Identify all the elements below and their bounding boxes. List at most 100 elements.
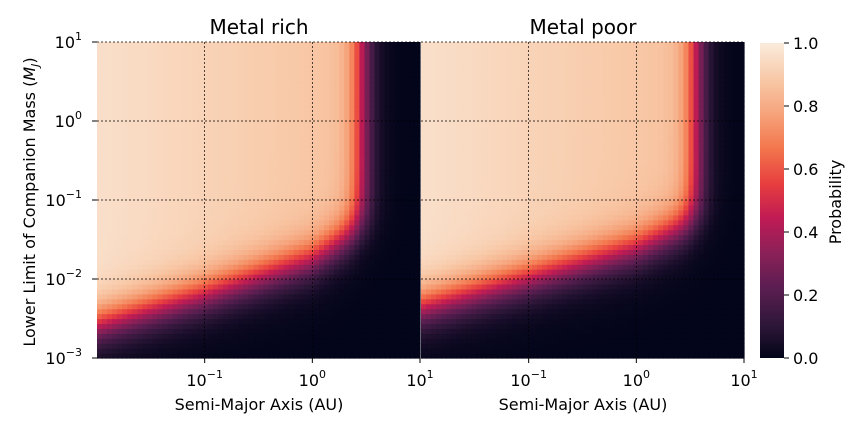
heatmap-cell <box>182 338 189 344</box>
heatmap-cell <box>456 293 462 300</box>
heatmap-cell <box>334 343 340 349</box>
heatmap-cell <box>374 219 381 226</box>
heatmap-cell <box>202 353 209 359</box>
heatmap-cell <box>122 180 128 186</box>
heatmap-cell <box>293 106 300 112</box>
heatmap-cell <box>97 165 103 171</box>
heatmap-cell <box>167 111 174 117</box>
heatmap-cell <box>293 283 300 290</box>
heatmap-cell <box>112 61 118 68</box>
heatmap-cell <box>364 338 371 344</box>
heatmap-cell <box>112 219 118 226</box>
heatmap-cell <box>399 180 406 186</box>
heatmap-cell <box>431 125 437 132</box>
heatmap-cell <box>218 224 224 231</box>
heatmap-cell <box>441 145 447 152</box>
heatmap-cell <box>208 185 214 191</box>
heatmap-cell <box>486 343 493 349</box>
heatmap-cell <box>414 150 421 157</box>
heatmap-cell <box>461 101 468 107</box>
heatmap-cell <box>132 116 138 122</box>
heatmap-cell <box>152 66 159 73</box>
heatmap-cell <box>426 249 432 255</box>
heatmap-cell <box>243 71 250 78</box>
heatmap-cell <box>157 279 164 285</box>
heatmap-cell <box>192 61 199 68</box>
heatmap-cell <box>187 91 194 97</box>
heatmap-cell <box>329 288 335 295</box>
heatmap-cell <box>451 343 457 349</box>
heatmap-cell <box>248 259 255 265</box>
heatmap-cell <box>466 298 473 305</box>
heatmap-cell <box>298 170 305 176</box>
heatmap-cell <box>369 185 376 191</box>
heatmap-cell <box>384 214 391 221</box>
heatmap-cell <box>384 224 391 231</box>
heatmap-cell <box>288 86 295 92</box>
heatmap-cell <box>273 214 280 221</box>
heatmap-cell <box>182 214 189 221</box>
heatmap-cell <box>137 283 144 290</box>
heatmap-cell <box>208 353 214 359</box>
heatmap-cell <box>421 353 427 359</box>
heatmap-cell <box>476 125 483 132</box>
heatmap-cell <box>177 318 184 325</box>
heatmap-cell <box>142 323 149 329</box>
heatmap-cell <box>409 160 416 167</box>
heatmap-cell <box>374 155 381 162</box>
heatmap-cell <box>278 343 285 349</box>
heatmap-cell <box>187 313 194 320</box>
heatmap-cell <box>208 313 214 320</box>
heatmap-cell <box>461 106 468 112</box>
heatmap-cell <box>197 279 204 285</box>
heatmap-cell <box>446 101 452 107</box>
heatmap-cell <box>122 190 128 196</box>
heatmap-cell <box>263 338 270 344</box>
heatmap-cell <box>117 279 123 285</box>
heatmap-cell <box>182 244 189 250</box>
heatmap-cell <box>394 249 401 255</box>
heatmap-cell <box>314 348 320 354</box>
heatmap-cell <box>394 214 401 221</box>
heatmap-cell <box>107 328 113 334</box>
heatmap-cell <box>117 264 123 270</box>
heatmap-cell <box>319 185 325 191</box>
heatmap-cell <box>451 204 457 211</box>
heatmap-cell <box>354 293 361 300</box>
heatmap-cell <box>293 229 300 236</box>
heatmap-cell <box>107 81 113 88</box>
heatmap-cell <box>303 328 310 334</box>
heatmap-cell <box>197 170 204 176</box>
heatmap-cell <box>182 298 189 305</box>
heatmap-cell <box>218 195 224 201</box>
heatmap-cell <box>394 91 401 97</box>
heatmap-cell <box>344 130 350 137</box>
heatmap-cell <box>404 333 411 339</box>
heatmap-cell <box>293 130 300 137</box>
heatmap-cell <box>471 56 478 63</box>
heatmap-cell <box>461 81 468 88</box>
heatmap-cell <box>384 101 391 107</box>
heatmap-cell <box>243 264 250 270</box>
heatmap-cell <box>399 140 406 147</box>
heatmap-cell <box>414 116 421 122</box>
heatmap-cell <box>349 155 355 162</box>
heatmap-cell <box>324 185 330 191</box>
heatmap-cell <box>187 175 194 181</box>
heatmap-cell <box>147 234 154 241</box>
heatmap-cell <box>117 116 123 122</box>
heatmap-cell <box>112 288 118 295</box>
heatmap-cell <box>208 155 214 162</box>
heatmap-cell <box>202 56 209 63</box>
heatmap-cell <box>399 298 406 305</box>
heatmap-cell <box>187 229 194 236</box>
heatmap-cell <box>142 190 149 196</box>
heatmap-cell <box>102 150 108 157</box>
heatmap-cell <box>441 81 447 88</box>
heatmap-cell <box>298 293 305 300</box>
heatmap-cell <box>436 288 442 295</box>
heatmap-cell <box>389 160 396 167</box>
heatmap-cell <box>349 313 355 320</box>
heatmap-cell <box>456 185 462 191</box>
heatmap-cell <box>258 101 265 107</box>
